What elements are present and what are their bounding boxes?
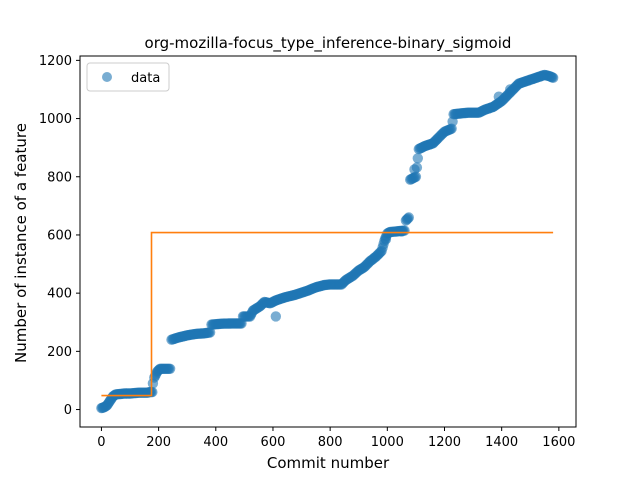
- y-tick-label: 400: [47, 287, 72, 302]
- x-tick-label: 1000: [371, 435, 404, 450]
- data-point: [396, 226, 407, 237]
- data-point: [204, 327, 216, 338]
- y-tick-label: 600: [47, 228, 72, 243]
- x-tick-label: 800: [318, 435, 343, 450]
- data-point: [409, 164, 420, 175]
- x-axis-label: Commit number: [267, 454, 390, 472]
- x-tick-label: 200: [146, 435, 171, 450]
- legend-marker-data: [102, 72, 112, 82]
- y-tick-label: 200: [47, 345, 72, 360]
- data-point: [403, 212, 414, 223]
- data-point: [505, 84, 516, 95]
- data-point: [380, 234, 392, 245]
- data-point: [493, 91, 505, 102]
- x-tick-label: 1200: [428, 435, 461, 450]
- data-point: [270, 311, 282, 322]
- axes-spines: [79, 55, 577, 428]
- data-points: [96, 69, 559, 414]
- data-point: [164, 363, 176, 374]
- y-tick-label: 0: [64, 403, 72, 418]
- fit-line-layer: [101, 231, 554, 397]
- x-tick-label: 400: [203, 435, 228, 450]
- y-tick-label: 1200: [39, 54, 72, 69]
- legend-label-data: data: [131, 71, 160, 86]
- fit-step-line: [101, 231, 554, 397]
- y-tick-label: 1000: [39, 112, 72, 127]
- axes-frame: [79, 55, 577, 428]
- y-tick-label: 800: [47, 170, 72, 185]
- data-point: [412, 153, 423, 164]
- x-tick-label: 600: [261, 435, 286, 450]
- y-axis-label: Number of instance of a feature: [12, 123, 30, 363]
- x-tick-label: 0: [97, 435, 105, 450]
- x-axis-ticks: 0 200 400 600 800 1000 1200 1400 1600: [97, 427, 575, 450]
- x-tick-label: 1400: [485, 435, 518, 450]
- y-axis-ticks: 0 200 400 600 800 1000 1200: [39, 54, 80, 418]
- legend-box: [86, 62, 170, 92]
- chart-title: org-mozilla-focus_type_inference-binary_…: [145, 34, 512, 53]
- legend: data: [86, 62, 170, 92]
- data-point: [547, 72, 559, 84]
- x-tick-label: 1600: [542, 435, 575, 450]
